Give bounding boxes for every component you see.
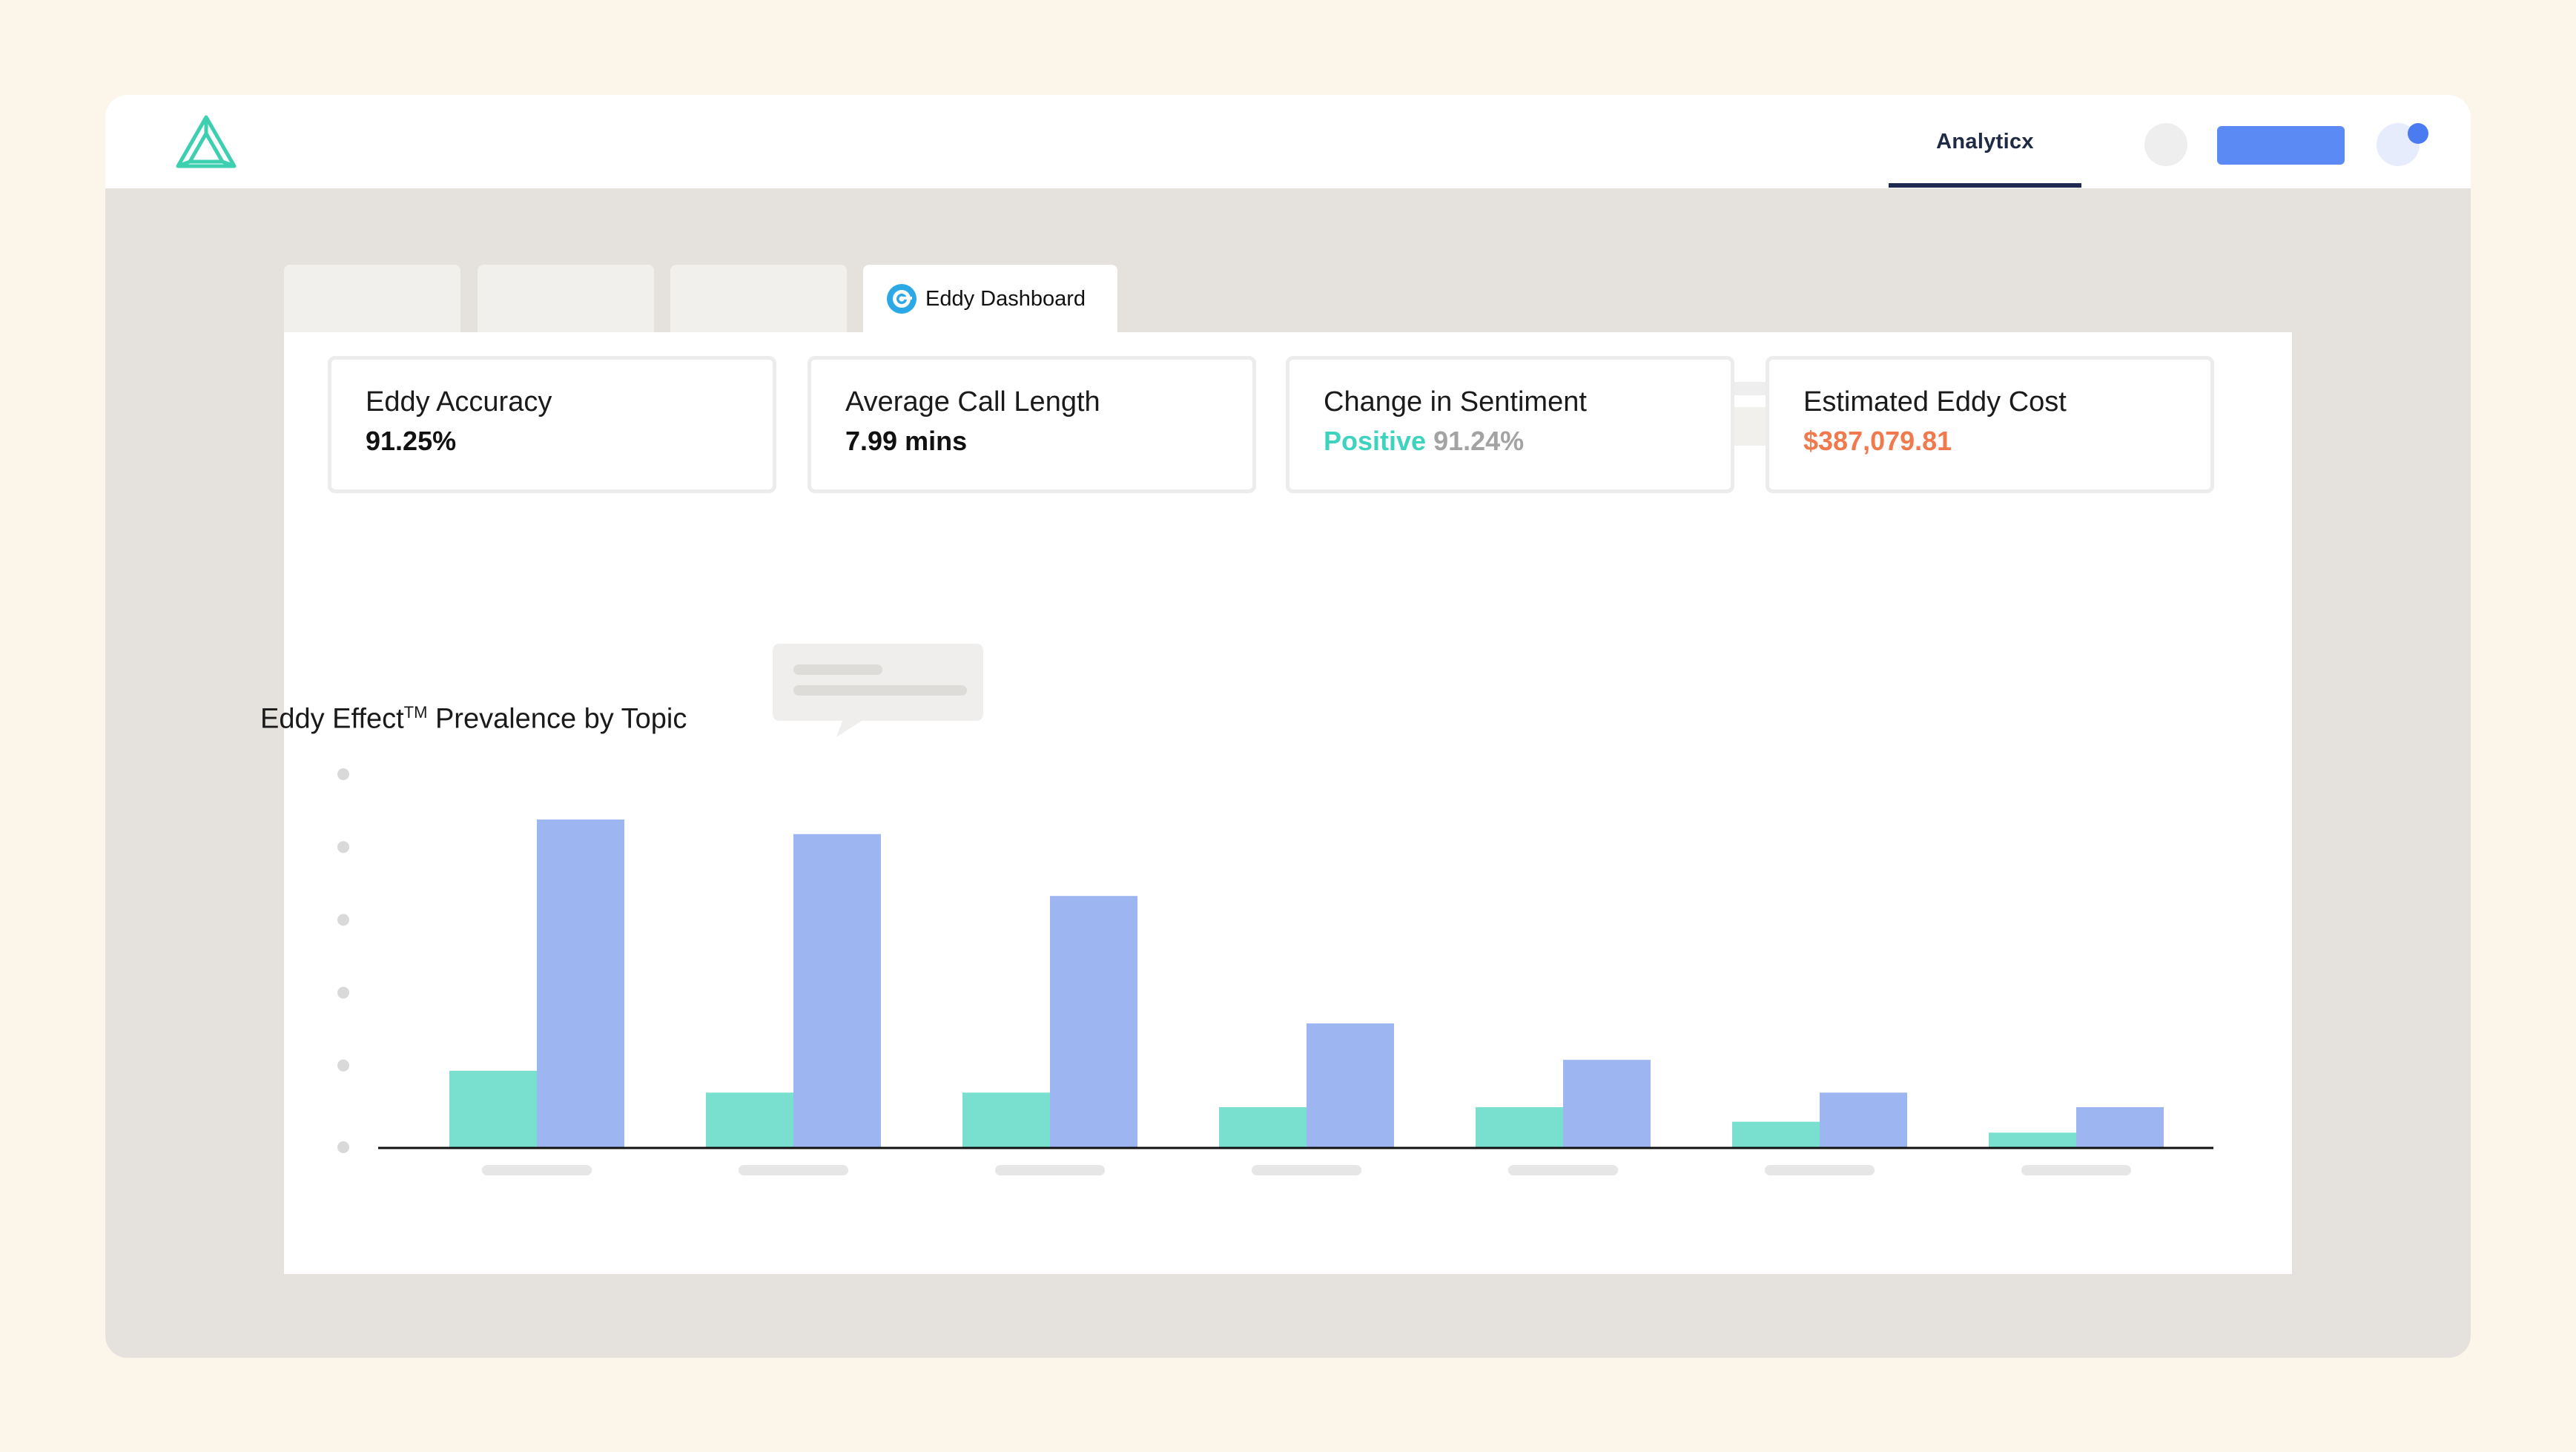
metric-card-call-length[interactable]: Average Call Length 7.99 mins [808,356,1256,493]
metric-card-cost[interactable]: Estimated Eddy Cost $387,079.81 [1766,356,2214,493]
y-tick-dot [337,1141,349,1153]
chart-bar-series-1[interactable] [706,1092,793,1147]
metric-title: Change in Sentiment [1324,386,1587,418]
sentiment-label: Positive [1324,426,1427,456]
tab-placeholder-1[interactable] [284,265,460,333]
metric-title: Estimated Eddy Cost [1803,386,2067,418]
app-window: Analyticx Eddy Dashboard Eddy Accuracy 9… [105,95,2471,1358]
chart-bar-series-2[interactable] [537,819,624,1147]
y-tick-dot [337,986,349,999]
chart-bar-series-2[interactable] [1820,1092,1907,1147]
metric-card-accuracy[interactable]: Eddy Accuracy 91.25% [328,356,776,493]
chart-bar-series-2[interactable] [1050,896,1137,1147]
triangle-logo-icon[interactable] [174,113,239,171]
y-tick-dot [337,768,349,780]
chart-bar-series-2[interactable] [2076,1106,2164,1147]
y-tick-dot [337,841,349,854]
x-tick-label-placeholder [1765,1165,1875,1175]
tab-eddy-dashboard-label: Eddy Dashboard [925,286,1086,311]
tab-placeholder-3[interactable] [670,265,847,333]
x-tick-label-placeholder [1252,1165,1361,1175]
metric-value: Positive 91.24% [1324,425,1731,458]
x-tick-label-placeholder [482,1165,592,1175]
chart-title: Eddy EffectTM Prevalence by Topic [260,703,687,735]
chart-bar-series-2[interactable] [1563,1060,1651,1147]
notification-dot [2408,123,2428,144]
chart-bar-series-1[interactable] [962,1092,1050,1147]
x-tick-label-placeholder [995,1165,1105,1175]
metric-value: $387,079.81 [1803,426,1952,456]
y-tick-dot [337,914,349,926]
eddy-swirl-icon [887,284,917,314]
chart-bar-series-1[interactable] [1732,1121,1820,1147]
metric-card-sentiment[interactable]: Change in Sentiment Positive 91.24% [1286,356,1734,493]
metric-value: 91.25% [366,426,457,456]
chart-bar-series-1[interactable] [449,1070,537,1147]
chart-tooltip [773,644,983,737]
x-tick-label-placeholder [739,1165,848,1175]
y-tick-dot [337,1059,349,1072]
top-nav-bar: Analyticx [105,95,2471,188]
tab-placeholder-2[interactable] [478,265,654,333]
nav-action-button[interactable] [2217,126,2345,165]
bar-chart [337,768,2213,1175]
nav-tab-analyticx[interactable]: Analyticx [1936,129,2034,154]
chart-bar-series-1[interactable] [1989,1132,2076,1147]
metric-title: Eddy Accuracy [366,386,552,418]
nav-icon-placeholder[interactable] [2144,123,2187,166]
chart-bar-series-2[interactable] [1307,1023,1394,1147]
chart-bar-series-2[interactable] [793,834,881,1147]
x-tick-label-placeholder [1508,1165,1618,1175]
metric-value: 7.99 mins [845,426,968,456]
nav-tab-active-indicator [1889,183,2081,188]
x-tick-label-placeholder [2021,1165,2131,1175]
tab-eddy-dashboard[interactable]: Eddy Dashboard [863,265,1117,333]
chart-bar-series-1[interactable] [1476,1106,1563,1147]
metric-title: Average Call Length [845,386,1100,418]
sentiment-percent: 91.24% [1433,426,1525,456]
chart-bar-series-1[interactable] [1219,1106,1307,1147]
